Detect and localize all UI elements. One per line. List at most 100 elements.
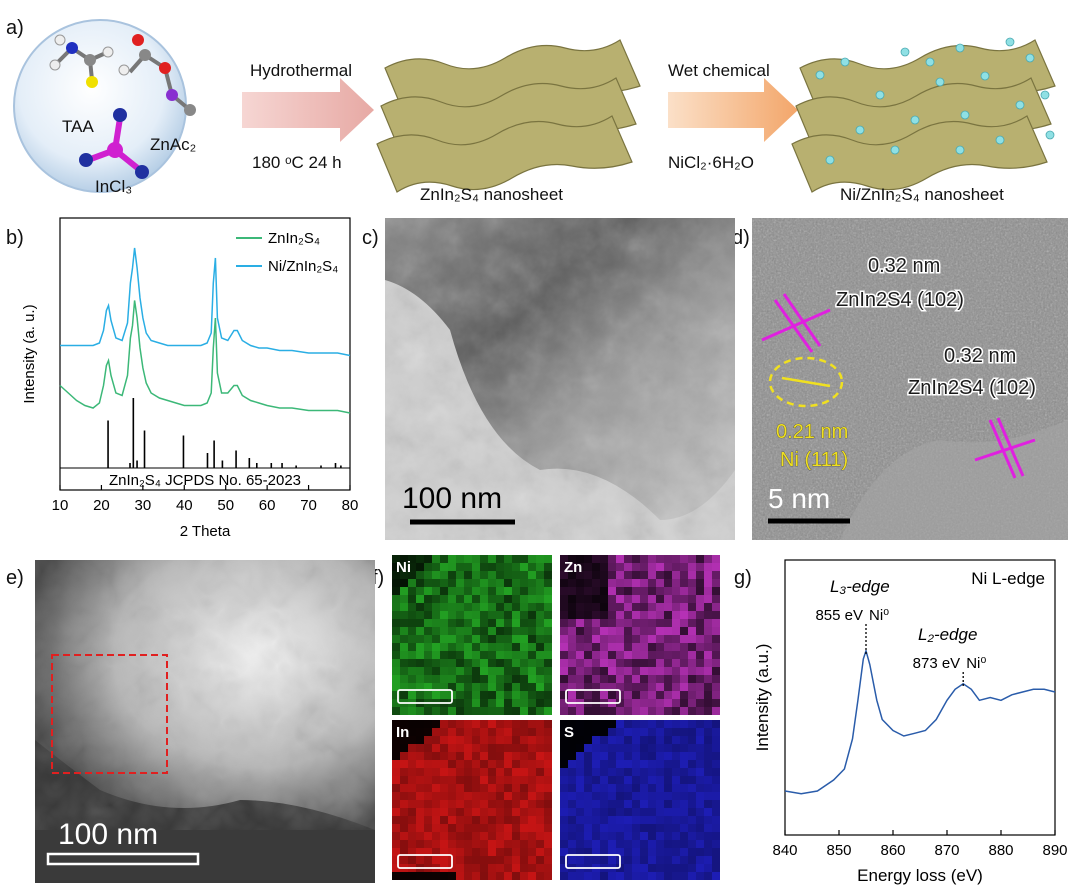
eds-pixel [616, 707, 624, 715]
eds-pixel [688, 659, 696, 667]
eds-pixel [520, 792, 528, 800]
eds-pixel [392, 563, 400, 571]
eds-pixel [632, 603, 640, 611]
eds-pixel [584, 744, 592, 752]
eds-pixel [656, 744, 664, 752]
eds-pixel [688, 675, 696, 683]
eds-pixel [456, 579, 464, 587]
eds-pixel [592, 872, 600, 880]
eds-pixel [608, 555, 616, 563]
eds-pixel [664, 707, 672, 715]
eds-pixel [416, 872, 424, 880]
eds-pixel [504, 800, 512, 808]
eds-pixel [640, 587, 648, 595]
eds-pixel [688, 848, 696, 856]
eds-pixel [648, 768, 656, 776]
eds-pixel [608, 651, 616, 659]
eds-pixel [640, 752, 648, 760]
eds-pixel [664, 675, 672, 683]
eds-pixel [416, 848, 424, 856]
eds-pixel [696, 792, 704, 800]
product-label: ZnIn₂S₄ nanosheet [420, 185, 563, 204]
eds-pixel [488, 619, 496, 627]
eds-pixel [440, 768, 448, 776]
eds-pixel [600, 776, 608, 784]
eds-pixel [696, 563, 704, 571]
eds-pixel [696, 872, 704, 880]
eds-pixel [648, 579, 656, 587]
eds-pixel [616, 579, 624, 587]
eds-pixel [416, 752, 424, 760]
eds-pixel [664, 563, 672, 571]
eds-pixel [544, 635, 552, 643]
eds-pixel [568, 832, 576, 840]
eds-pixel [528, 619, 536, 627]
eds-pixel [528, 603, 536, 611]
eds-pixel [496, 824, 504, 832]
eds-pixel [448, 752, 456, 760]
eds-pixel [392, 848, 400, 856]
eds-pixel [472, 736, 480, 744]
panel-label: g) [734, 567, 752, 589]
eds-pixel [512, 744, 520, 752]
eds-pixel [640, 784, 648, 792]
eds-pixel [480, 611, 488, 619]
eds-pixel [424, 563, 432, 571]
eds-pixel [448, 667, 456, 675]
eds-pixel [632, 651, 640, 659]
eds-pixel [544, 776, 552, 784]
eds-pixel [600, 720, 608, 728]
atoms [159, 62, 171, 74]
ni-particles [815, 37, 1055, 165]
eds-pixel [512, 760, 520, 768]
eds-pixel [560, 643, 568, 651]
eds-pixel [680, 720, 688, 728]
ni-particles [900, 47, 910, 57]
eds-pixel [672, 611, 680, 619]
eds-pixel [648, 720, 656, 728]
eds-pixel [600, 643, 608, 651]
eds-pixel [664, 832, 672, 840]
eds-pixel [616, 776, 624, 784]
eds-pixel [632, 872, 640, 880]
eds-pixel [544, 579, 552, 587]
eds-pixel [568, 840, 576, 848]
eds-pixel [400, 643, 408, 651]
eds-pixel [672, 832, 680, 840]
eds-pixel [456, 571, 464, 579]
ni-particles [935, 77, 945, 87]
eds-pixel [400, 611, 408, 619]
eds-pixel [456, 832, 464, 840]
eds-pixel [392, 824, 400, 832]
eds-pixel [488, 627, 496, 635]
eds-pixel [688, 555, 696, 563]
eds-pixel [392, 760, 400, 768]
eds-pixel [568, 619, 576, 627]
scale-bar [565, 689, 621, 704]
eds-pixel [664, 627, 672, 635]
ni-particles [980, 71, 990, 81]
eds-pixel [616, 643, 624, 651]
eds-pixel [512, 800, 520, 808]
eds-pixel [512, 736, 520, 744]
eds-pixel [640, 776, 648, 784]
eds-pixel [616, 651, 624, 659]
eds-pixel [624, 808, 632, 816]
eds-pixel [464, 760, 472, 768]
scale-bar-label: 5 nm [768, 483, 830, 514]
eds-pixel [648, 691, 656, 699]
eds-pixel [448, 768, 456, 776]
eds-pixel [440, 752, 448, 760]
eds-pixel [608, 760, 616, 768]
eds-pixel [632, 659, 640, 667]
eds-pixel [592, 555, 600, 563]
eds-pixel [584, 587, 592, 595]
eds-pixel [624, 627, 632, 635]
eds-pixel [680, 744, 688, 752]
precursor-label: TAA [62, 117, 94, 136]
eds-pixel [520, 816, 528, 824]
eds-pixel [656, 699, 664, 707]
eds-pixel [448, 808, 456, 816]
eds-pixel [408, 800, 416, 808]
eds-pixel [416, 720, 424, 728]
